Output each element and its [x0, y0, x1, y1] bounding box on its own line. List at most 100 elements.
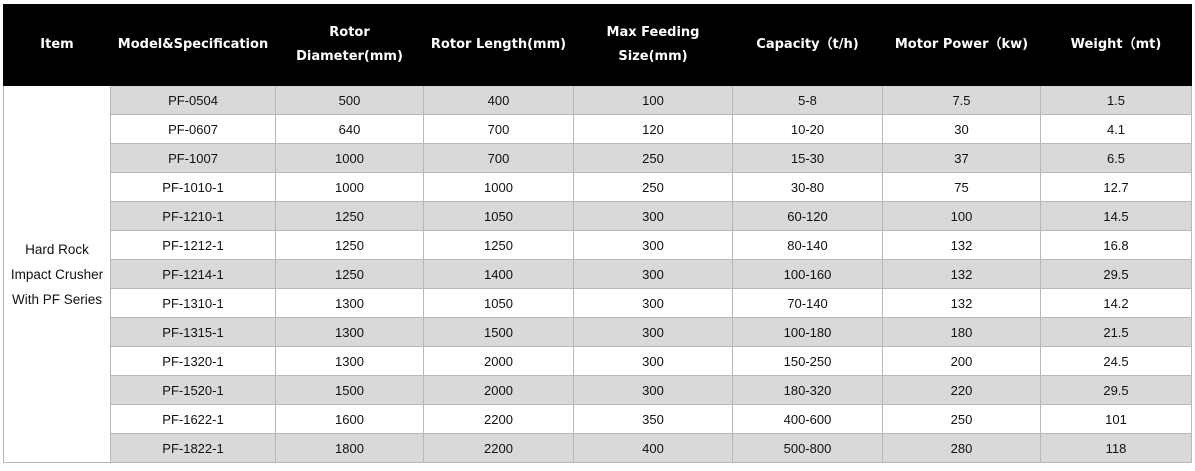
cell-motor-power: 250 — [882, 404, 1041, 434]
cell-weight: 101 — [1040, 404, 1192, 434]
cell-weight: 24.5 — [1040, 346, 1192, 376]
cell-weight: 4.1 — [1040, 114, 1192, 144]
cell-rotor-diameter: 1300 — [275, 317, 424, 347]
spec-table-container: Item Model&Specification Rotor Diameter(… — [3, 4, 1192, 463]
header-max-feeding-size: Max Feeding Size(mm) — [573, 4, 733, 86]
cell-max-feeding-size: 350 — [573, 404, 733, 434]
cell-rotor-diameter: 1250 — [275, 259, 424, 289]
cell-rotor-diameter: 1800 — [275, 433, 424, 463]
cell-max-feeding-size: 300 — [573, 288, 733, 318]
cell-motor-power: 280 — [882, 433, 1041, 463]
cell-rotor-length: 1500 — [423, 317, 574, 347]
cell-rotor-length: 700 — [423, 143, 574, 173]
cell-weight: 14.5 — [1040, 201, 1192, 231]
cell-rotor-length: 1400 — [423, 259, 574, 289]
item-label: Hard Rock Impact Crusher With PF Series — [3, 85, 111, 463]
cell-weight: 14.2 — [1040, 288, 1192, 318]
table-row: PF-1214-1 1250 1400 300 100-160 132 29.5 — [4, 259, 1192, 289]
cell-capacity: 400-600 — [732, 404, 883, 434]
cell-motor-power: 7.5 — [882, 85, 1041, 115]
header-motor-power: Motor Power（kw) — [882, 4, 1041, 86]
cell-model: PF-1007 — [110, 143, 276, 173]
cell-capacity: 10-20 — [732, 114, 883, 144]
header-capacity: Capacity（t/h) — [732, 4, 883, 86]
cell-capacity: 180-320 — [732, 375, 883, 405]
cell-max-feeding-size: 400 — [573, 433, 733, 463]
cell-capacity: 100-160 — [732, 259, 883, 289]
cell-weight: 16.8 — [1040, 230, 1192, 260]
table-row: PF-1210-1 1250 1050 300 60-120 100 14.5 — [4, 201, 1192, 231]
cell-model: PF-0504 — [110, 85, 276, 115]
cell-model: PF-1010-1 — [110, 172, 276, 202]
cell-capacity: 30-80 — [732, 172, 883, 202]
table-row: PF-1520-1 1500 2000 300 180-320 220 29.5 — [4, 375, 1192, 405]
cell-rotor-length: 400 — [423, 85, 574, 115]
cell-weight: 6.5 — [1040, 143, 1192, 173]
cell-motor-power: 37 — [882, 143, 1041, 173]
cell-max-feeding-size: 300 — [573, 201, 733, 231]
header-model: Model&Specification — [110, 4, 276, 86]
cell-rotor-diameter: 1250 — [275, 230, 424, 260]
cell-motor-power: 100 — [882, 201, 1041, 231]
cell-capacity: 70-140 — [732, 288, 883, 318]
cell-rotor-diameter: 640 — [275, 114, 424, 144]
cell-motor-power: 75 — [882, 172, 1041, 202]
cell-rotor-length: 1000 — [423, 172, 574, 202]
table-row: PF-1315-1 1300 1500 300 100-180 180 21.5 — [4, 317, 1192, 347]
cell-model: PF-1822-1 — [110, 433, 276, 463]
table-row: Hard Rock Impact Crusher With PF Series P… — [3, 85, 1192, 463]
cell-rotor-length: 2000 — [423, 346, 574, 376]
table-row: PF-1320-1 1300 2000 300 150-250 200 24.5 — [4, 346, 1192, 376]
header-item: Item — [3, 4, 111, 86]
cell-motor-power: 200 — [882, 346, 1041, 376]
cell-rotor-length: 1050 — [423, 288, 574, 318]
cell-max-feeding-size: 300 — [573, 230, 733, 260]
cell-rotor-diameter: 1000 — [275, 172, 424, 202]
cell-max-feeding-size: 250 — [573, 172, 733, 202]
cell-capacity: 5-8 — [732, 85, 883, 115]
cell-max-feeding-size: 250 — [573, 143, 733, 173]
header-rotor-length: Rotor Length(mm) — [423, 4, 574, 86]
cell-motor-power: 132 — [882, 259, 1041, 289]
table-row: PF-1310-1 1300 1050 300 70-140 132 14.2 — [4, 288, 1192, 318]
table-row: PF-1212-1 1250 1250 300 80-140 132 16.8 — [4, 230, 1192, 260]
cell-rotor-diameter: 1500 — [275, 375, 424, 405]
table-row: PF-1622-1 1600 2200 350 400-600 250 101 — [4, 404, 1192, 434]
header-rotor-diameter: Rotor Diameter(mm) — [275, 4, 424, 86]
cell-weight: 12.7 — [1040, 172, 1192, 202]
cell-model: PF-1212-1 — [110, 230, 276, 260]
table-body: Hard Rock Impact Crusher With PF Series P… — [3, 85, 1192, 463]
cell-max-feeding-size: 300 — [573, 346, 733, 376]
cell-weight: 29.5 — [1040, 375, 1192, 405]
table-row: PF-1007 1000 700 250 15-30 37 6.5 — [4, 143, 1192, 173]
cell-motor-power: 220 — [882, 375, 1041, 405]
cell-rotor-length: 2200 — [423, 433, 574, 463]
cell-max-feeding-size: 300 — [573, 375, 733, 405]
cell-rotor-diameter: 1250 — [275, 201, 424, 231]
cell-model: PF-1210-1 — [110, 201, 276, 231]
cell-model: PF-1310-1 — [110, 288, 276, 318]
cell-model: PF-1622-1 — [110, 404, 276, 434]
cell-weight: 118 — [1040, 433, 1192, 463]
cell-weight: 1.5 — [1040, 85, 1192, 115]
table-row: PF-1010-1 1000 1000 250 30-80 75 12.7 — [4, 172, 1192, 202]
header-weight: Weight（mt) — [1040, 4, 1192, 86]
cell-weight: 29.5 — [1040, 259, 1192, 289]
cell-model: PF-1315-1 — [110, 317, 276, 347]
cell-model: PF-0607 — [110, 114, 276, 144]
cell-weight: 21.5 — [1040, 317, 1192, 347]
cell-motor-power: 132 — [882, 230, 1041, 260]
cell-capacity: 150-250 — [732, 346, 883, 376]
cell-model: PF-1320-1 — [110, 346, 276, 376]
cell-rotor-diameter: 1300 — [275, 346, 424, 376]
cell-rotor-length: 700 — [423, 114, 574, 144]
header-row: Item Model&Specification Rotor Diameter(… — [3, 4, 1192, 86]
cell-capacity: 500-800 — [732, 433, 883, 463]
cell-motor-power: 180 — [882, 317, 1041, 347]
cell-capacity: 60-120 — [732, 201, 883, 231]
cell-rotor-diameter: 1300 — [275, 288, 424, 318]
cell-max-feeding-size: 300 — [573, 317, 733, 347]
cell-rotor-diameter: 1600 — [275, 404, 424, 434]
cell-capacity: 100-180 — [732, 317, 883, 347]
table-row: PF-1822-1 1800 2200 400 500-800 280 118 — [4, 433, 1192, 463]
